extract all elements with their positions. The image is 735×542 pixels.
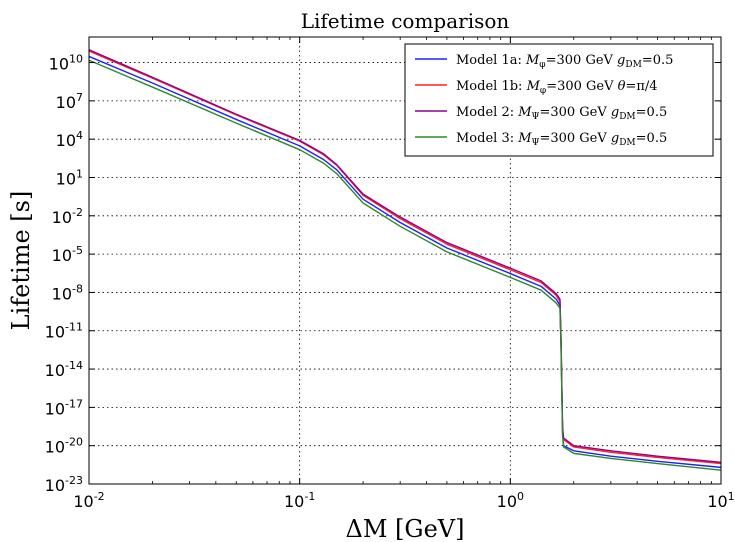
y-tick-label: 10-17 [45,397,83,418]
legend-label-2: Model 1b: Mφ=300 GeV θ=π/4 [456,79,658,96]
series-line-3 [88,49,722,463]
y-tick-label: 10-23 [45,474,83,495]
y-tick-label: 10-8 [52,282,83,303]
axes: 10-2 10-1 100 101 10-23 10-20 10-17 10-14 10-11 1… [7,36,735,542]
x-tick-label: 10-1 [284,490,315,511]
legend-box [404,43,714,157]
y-tick-label: 10-2 [52,206,83,227]
legend: Model 1a: Mφ=300 GeV gDM=0.5 Model 1b: Mφ… [404,43,714,157]
legend-label-1: Model 1a: Mφ=300 GeV gDM=0.5 [456,53,673,70]
y-tick-label: 10-14 [45,359,83,380]
y-tick-label: 10-20 [45,436,83,457]
series-line-1 [88,55,722,469]
series-group [88,49,722,471]
y-tick-label: 101 [56,167,83,188]
y-tick-label: 1010 [49,53,83,74]
legend-label-3: Model 2: MΨ=300 GeV gDM=0.5 [456,105,667,122]
series-line-4 [88,59,722,471]
x-tick-label: 101 [707,490,734,511]
x-tick-label: 10-2 [73,490,104,511]
chart-title: Lifetime comparison [301,9,510,33]
x-axis-label: ΔM [GeV] [346,515,465,542]
legend-label-4: Model 3: MΨ=300 GeV gDM=0.5 [456,131,667,148]
y-tick-label: 10-5 [52,244,83,265]
y-tick-label: 107 [56,91,83,112]
y-axis-label: Lifetime [s] [7,191,35,331]
plot-frame [88,36,722,485]
y-tick-label: 104 [56,129,83,150]
y-tick-label: 10-11 [45,321,83,342]
x-tick-label: 100 [497,490,524,511]
